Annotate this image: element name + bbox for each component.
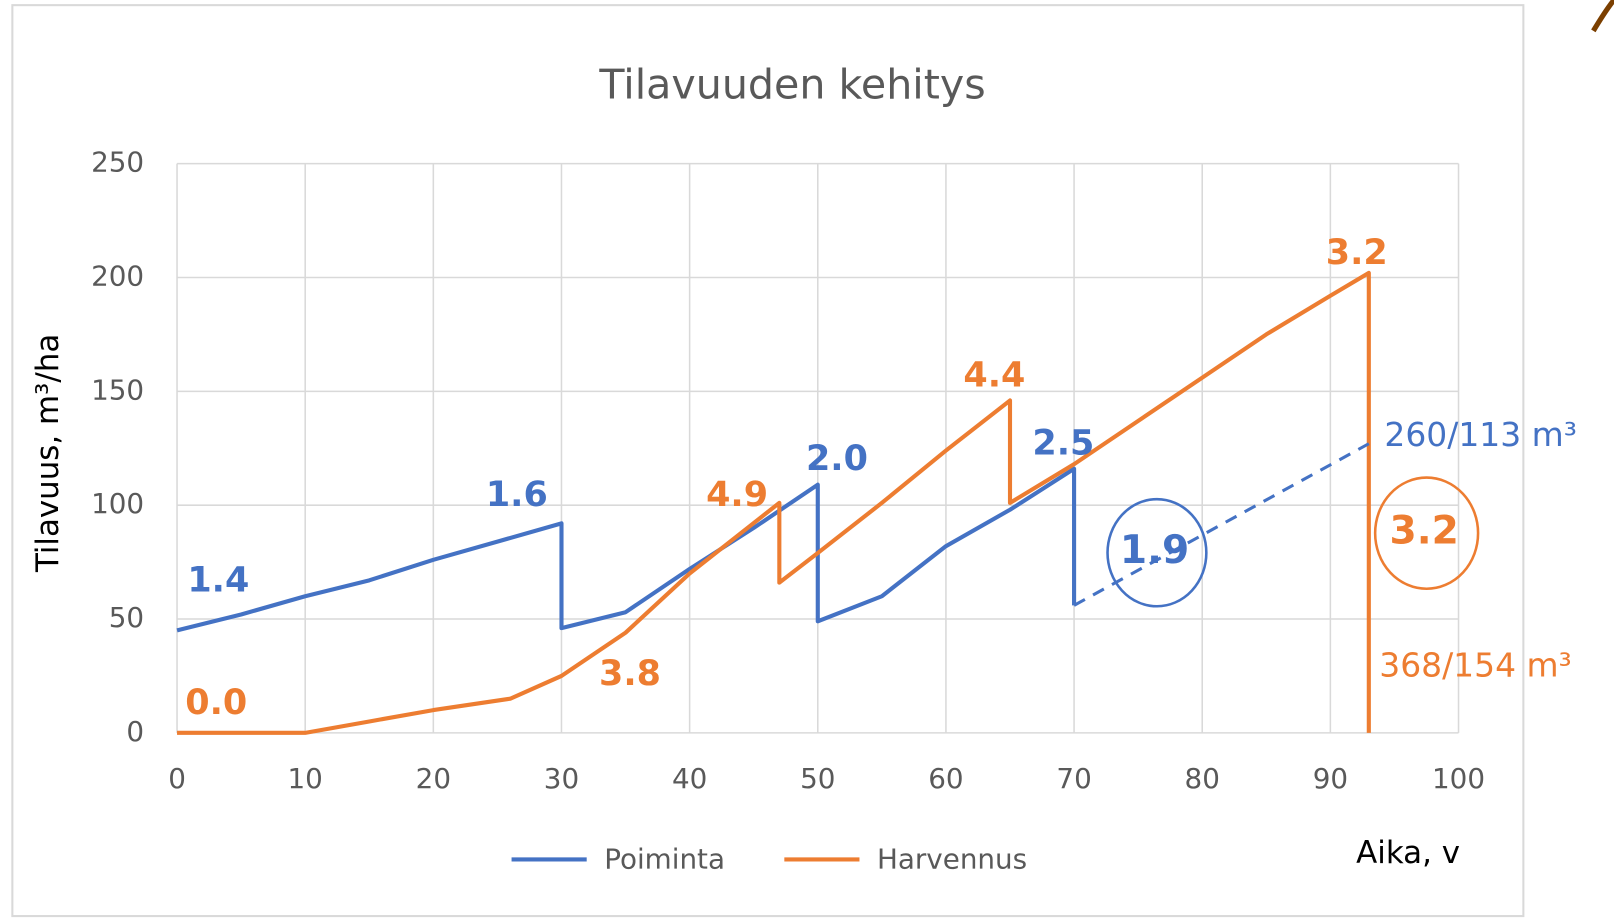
annotation: 3.8 <box>599 654 661 694</box>
y-tick-label: 250 <box>91 146 144 179</box>
annotation: 0.0 <box>185 683 247 723</box>
x-tick-label: 20 <box>416 762 451 795</box>
x-tick-label: 70 <box>1056 762 1091 795</box>
y-tick-label: 50 <box>109 601 144 634</box>
x-tick-label: 10 <box>288 762 323 795</box>
y-tick-label: 0 <box>126 715 144 748</box>
annotation: 368/154 m³ <box>1379 645 1572 684</box>
x-tick-label: 50 <box>800 762 835 795</box>
chart-title: Tilavuuden kehitys <box>598 60 985 108</box>
legend-label: Harvennus <box>877 842 1027 875</box>
legend-label: Poiminta <box>604 842 725 875</box>
annotation-circle <box>1106 497 1208 608</box>
y-axis-title: Tilavuus, m³/ha <box>30 334 66 573</box>
annotation: 4.4 <box>963 356 1025 396</box>
annotation: 1.4 <box>187 561 249 601</box>
annotation: 4.9 <box>706 475 768 515</box>
x-tick-label: 0 <box>168 762 186 795</box>
x-tick-label: 90 <box>1313 762 1348 795</box>
x-tick-label: 80 <box>1185 762 1220 795</box>
decoration <box>1591 0 1614 33</box>
y-tick-label: 150 <box>91 373 144 406</box>
annotation: 2.5 <box>1032 424 1094 464</box>
annotation: 2.0 <box>806 439 868 479</box>
x-tick-label: 60 <box>928 762 963 795</box>
annotation: 1.9 <box>1120 528 1189 573</box>
x-tick-label: 40 <box>672 762 707 795</box>
chart-frame <box>11 4 1525 918</box>
annotation-circle <box>1373 476 1480 591</box>
y-tick-label: 200 <box>91 259 144 292</box>
annotation: 260/113 m³ <box>1384 415 1577 454</box>
data-line <box>176 466 1077 633</box>
x-tick-label: 100 <box>1432 762 1485 795</box>
data-line <box>177 270 1371 735</box>
x-tick-label: 30 <box>544 762 579 795</box>
chart-body: Tilavuuden kehitys Tilavuus, m³/ha Aika,… <box>11 0 1614 918</box>
y-tick-label: 100 <box>91 487 144 520</box>
annotation: 3.2 <box>1390 509 1459 554</box>
annotation: 3.2 <box>1326 233 1388 273</box>
x-axis-title: Aika, v <box>1356 835 1460 871</box>
annotation: 1.6 <box>486 475 548 515</box>
